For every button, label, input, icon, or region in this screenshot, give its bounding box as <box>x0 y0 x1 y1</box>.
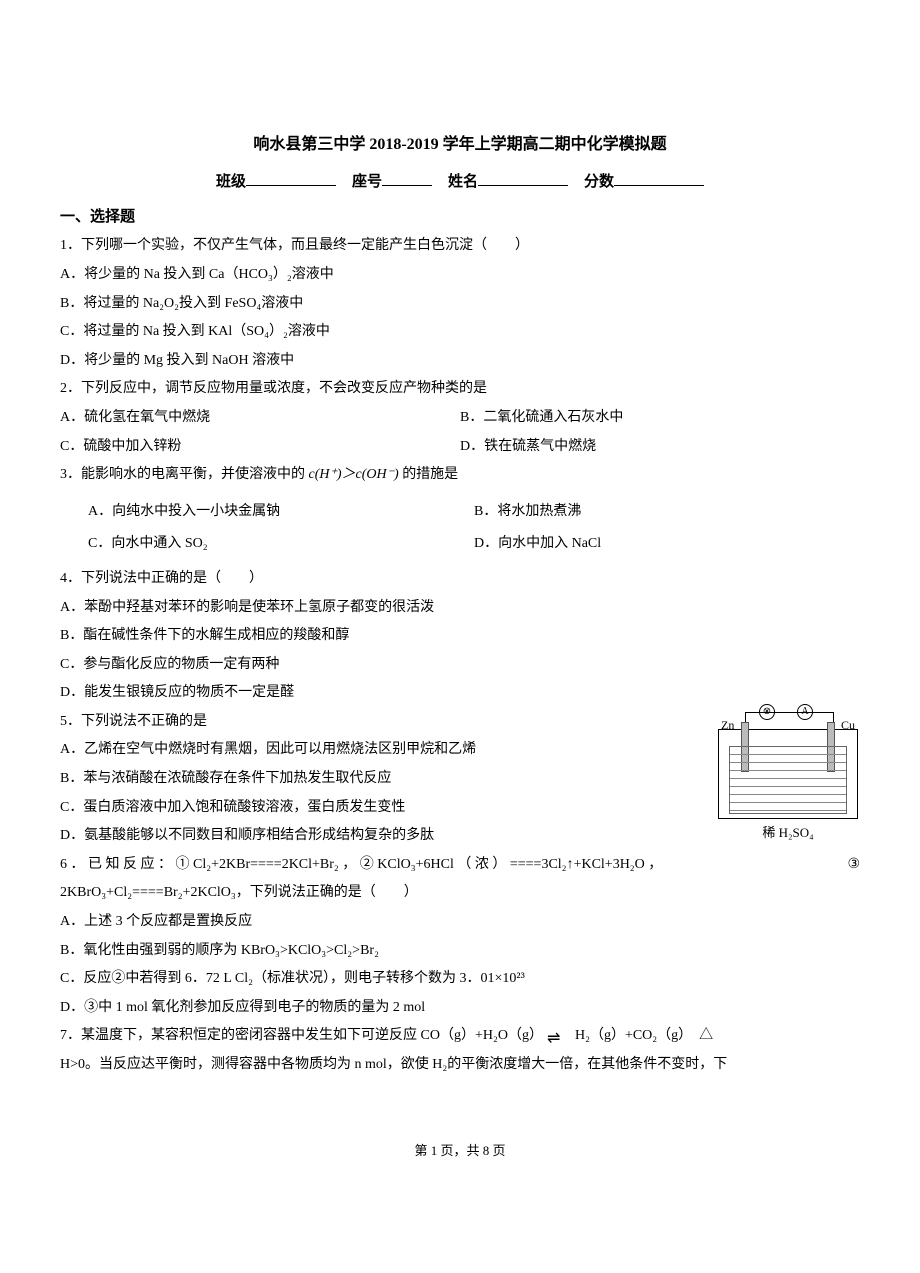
q4-opt-b: B．酯在碱性条件下的水解生成相应的羧酸和醇 <box>60 623 860 650</box>
q2-opt-b: B．二氧化硫通入石灰水中 <box>460 405 860 432</box>
q2-opt-c: C．硫酸中加入锌粉 <box>60 434 460 461</box>
q4-opt-d: D．能发生银镜反应的物质不一定是醛 <box>60 680 860 707</box>
q1-stem: 1．下列哪一个实验，不仅产生气体，而且最终一定能产生白色沉淀（ ） <box>60 233 860 260</box>
q3-opt-b: B．将水加热煮沸 <box>474 499 860 526</box>
q5-figure: Zn Cu ⊗ A 稀 H₂SO₄ <box>710 707 860 846</box>
q2-stem: 2．下列反应中，调节反应物用量或浓度，不会改变反应产物种类的是 <box>60 376 860 403</box>
q6-stem-line1: 6 ． 已 知 反 应 ： ① Cl₂+2KBr====2KCl+Br₂ ， ②… <box>60 852 860 879</box>
q3-opt-a: A．向纯水中投入一小块金属钠 <box>88 499 474 526</box>
q6-opt-c: C．反应②中若得到 6．72 L Cl₂（标准状况），则电子转移个数为 3．01… <box>60 966 860 993</box>
q1-opt-a: A．将少量的 Na 投入到 Ca（HCO₃）₂溶液中 <box>60 262 860 289</box>
q5-block: 5．下列说法不正确的是 A．乙烯在空气中燃烧时有黑烟，因此可以用燃烧法区别甲烷和… <box>60 707 860 850</box>
q6-opt-a: A．上述 3 个反应都是置换反应 <box>60 909 860 936</box>
q3-opt-d: D．向水中加入 NaCl <box>474 531 860 558</box>
q3-opts-row1: A．向纯水中投入一小块金属钠 B．将水加热煮沸 <box>60 499 860 526</box>
student-info-row: 班级 座号 姓名 分数 <box>60 168 860 197</box>
q7-line1: 7．某温度下，某容积恒定的密闭容器中发生如下可逆反应 CO（g）+H₂O（g）H… <box>60 1023 860 1050</box>
class-label: 班级 <box>216 168 336 197</box>
q2-opt-a: A．硫化氢在氧气中燃烧 <box>60 405 460 432</box>
q3-opts-row2: C．向水中通入 SO₂ D．向水中加入 NaCl <box>60 531 860 558</box>
q2-opts-row1: A．硫化氢在氧气中燃烧 B．二氧化硫通入石灰水中 <box>60 405 860 432</box>
name-label: 姓名 <box>448 168 568 197</box>
q1-opt-b: B．将过量的 Na₂O₂投入到 FeSO₄溶液中 <box>60 291 860 318</box>
q6-stem-line2: 2KBrO₃+Cl₂====Br₂+2KClO₃，下列说法正确的是（ ） <box>60 880 860 907</box>
q4-stem: 4．下列说法中正确的是（ ） <box>60 566 860 593</box>
q5-opt-c: C．蛋白质溶液中加入饱和硫酸铵溶液，蛋白质发生变性 <box>60 795 710 822</box>
q6-opt-d: D．③中 1 mol 氧化剂参加反应得到电子的物质的量为 2 mol <box>60 995 860 1022</box>
q1-opt-c: C．将过量的 Na 投入到 KAl（SO₄）₂溶液中 <box>60 319 860 346</box>
q5-opt-a: A．乙烯在空气中燃烧时有黑烟，因此可以用燃烧法区别甲烷和乙烯 <box>60 737 710 764</box>
fig-label-cu: Cu <box>841 714 855 737</box>
q3-stem: 3．能影响水的电离平衡，并使溶液中的 c(H⁺)＞c(OH⁻) 的措施是 <box>60 462 860 489</box>
q2-opt-d: D．铁在硫蒸气中燃烧 <box>460 434 860 461</box>
page-footer: 第 1 页，共 8 页 <box>60 1139 860 1164</box>
section-1-heading: 一、选择题 <box>60 203 860 232</box>
seat-label: 座号 <box>352 168 432 197</box>
exam-title: 响水县第三中学 2018-2019 学年上学期高二期中化学模拟题 <box>60 130 860 160</box>
q5-opt-b: B．苯与浓硝酸在浓硫酸存在条件下加热发生取代反应 <box>60 766 710 793</box>
q1-opt-d: D．将少量的 Mg 投入到 NaOH 溶液中 <box>60 348 860 375</box>
q4-opt-c: C．参与酯化反应的物质一定有两种 <box>60 652 860 679</box>
q5-opt-d: D．氨基酸能够以不同数目和顺序相结合形成结构复杂的多肽 <box>60 823 710 850</box>
q4-opt-a: A．苯酚中羟基对苯环的影响是使苯环上氢原子都变的很活泼 <box>60 595 860 622</box>
q3-opt-c: C．向水中通入 SO₂ <box>88 531 474 558</box>
q2-opts-row2: C．硫酸中加入锌粉 D．铁在硫蒸气中燃烧 <box>60 434 860 461</box>
q5-stem: 5．下列说法不正确的是 <box>60 709 710 736</box>
fig-caption: 稀 H₂SO₄ <box>716 821 860 846</box>
q7-line2: H>0。当反应达平衡时，测得容器中各物质均为 n mol，欲使 H₂的平衡浓度增… <box>60 1052 860 1079</box>
fig-label-zn: Zn <box>721 714 734 737</box>
q6-opt-b: B．氧化性由强到弱的顺序为 KBrO₃>KClO₃>Cl₂>Br₂ <box>60 938 860 965</box>
score-label: 分数 <box>584 168 704 197</box>
